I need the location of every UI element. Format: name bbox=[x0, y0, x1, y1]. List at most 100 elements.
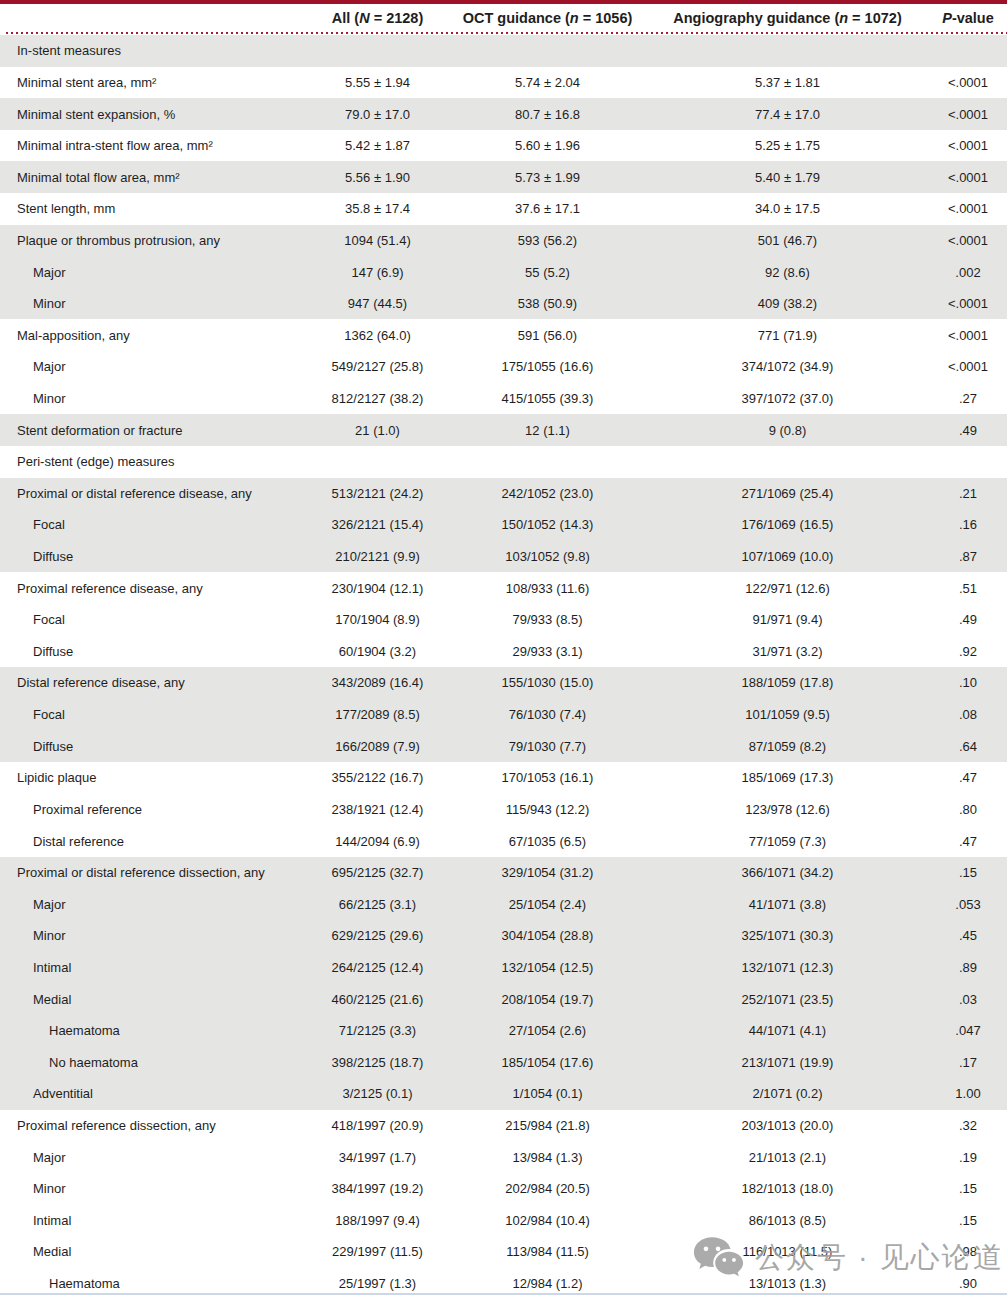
row-label: Minor bbox=[0, 296, 300, 311]
row-label: Haematoma bbox=[0, 1023, 300, 1038]
all-value: 460/2125 (21.6) bbox=[300, 992, 455, 1007]
p-value: .64 bbox=[935, 739, 1007, 754]
oct-value: 113/984 (11.5) bbox=[455, 1244, 640, 1259]
p-value: <.0001 bbox=[935, 201, 1007, 216]
all-value: 1094 (51.4) bbox=[300, 233, 455, 248]
row-label: Major bbox=[0, 1150, 300, 1165]
all-value: 144/2094 (6.9) bbox=[300, 834, 455, 849]
table-row: Haematoma71/2125 (3.3)27/1054 (2.6)44/10… bbox=[0, 1015, 1007, 1047]
row-label: Intimal bbox=[0, 960, 300, 975]
table-row: Major549/2127 (25.8)175/1055 (16.6)374/1… bbox=[0, 351, 1007, 383]
row-label: Diffuse bbox=[0, 549, 300, 564]
oct-value: 170/1053 (16.1) bbox=[455, 770, 640, 785]
oct-value: 415/1055 (39.3) bbox=[455, 391, 640, 406]
oct-value: 132/1054 (12.5) bbox=[455, 960, 640, 975]
table-row: Major66/2125 (3.1)25/1054 (2.4)41/1071 (… bbox=[0, 888, 1007, 920]
row-label: Stent length, mm bbox=[0, 201, 300, 216]
angio-value: 122/971 (12.6) bbox=[640, 581, 935, 596]
angio-value: 107/1069 (10.0) bbox=[640, 549, 935, 564]
row-label: Plaque or thrombus protrusion, any bbox=[0, 233, 300, 248]
all-value: 170/1904 (8.9) bbox=[300, 612, 455, 627]
oct-value: 304/1054 (28.8) bbox=[455, 928, 640, 943]
oct-value: 76/1030 (7.4) bbox=[455, 707, 640, 722]
angio-value: 271/1069 (25.4) bbox=[640, 486, 935, 501]
all-value: 3/2125 (0.1) bbox=[300, 1086, 455, 1101]
table-header-row: All (N = 2128) OCT guidance (n = 1056) A… bbox=[0, 4, 1007, 32]
angio-value: 5.25 ± 1.75 bbox=[640, 138, 935, 153]
angio-value: 34.0 ± 17.5 bbox=[640, 201, 935, 216]
angio-value: 13/1013 (1.3) bbox=[640, 1276, 935, 1291]
row-label: Minor bbox=[0, 1181, 300, 1196]
p-value: .90 bbox=[935, 1276, 1007, 1291]
all-value: 229/1997 (11.5) bbox=[300, 1244, 455, 1259]
row-label: Minimal intra-stent flow area, mm² bbox=[0, 138, 300, 153]
oct-value: 25/1054 (2.4) bbox=[455, 897, 640, 912]
table-row: Stent deformation or fracture21 (1.0)12 … bbox=[0, 414, 1007, 446]
all-value: 25/1997 (1.3) bbox=[300, 1276, 455, 1291]
row-label: Proximal or distal reference disease, an… bbox=[0, 486, 300, 501]
table-body: In-stent measuresMinimal stent area, mm²… bbox=[0, 35, 1007, 1299]
all-value: 513/2121 (24.2) bbox=[300, 486, 455, 501]
oct-value: 593 (56.2) bbox=[455, 233, 640, 248]
header-angio: Angiography guidance (n = 1072) bbox=[640, 10, 935, 26]
row-label: Medial bbox=[0, 992, 300, 1007]
p-value: .87 bbox=[935, 549, 1007, 564]
table-row: Minimal total flow area, mm²5.56 ± 1.905… bbox=[0, 161, 1007, 193]
bottom-edge-white bbox=[0, 1295, 1007, 1299]
p-value: .19 bbox=[935, 1150, 1007, 1165]
all-value: 355/2122 (16.7) bbox=[300, 770, 455, 785]
p-value: .49 bbox=[935, 612, 1007, 627]
all-value: 166/2089 (7.9) bbox=[300, 739, 455, 754]
p-value: <.0001 bbox=[935, 296, 1007, 311]
all-value: 947 (44.5) bbox=[300, 296, 455, 311]
p-value: <.0001 bbox=[935, 107, 1007, 122]
p-value: <.0001 bbox=[935, 170, 1007, 185]
row-label: Intimal bbox=[0, 1213, 300, 1228]
row-label: Adventitial bbox=[0, 1086, 300, 1101]
oct-value: 37.6 ± 17.1 bbox=[455, 201, 640, 216]
row-label: Minimal stent area, mm² bbox=[0, 75, 300, 90]
row-label: Minimal total flow area, mm² bbox=[0, 170, 300, 185]
all-value: 398/2125 (18.7) bbox=[300, 1055, 455, 1070]
p-value: <.0001 bbox=[935, 359, 1007, 374]
angio-value: 41/1071 (3.8) bbox=[640, 897, 935, 912]
oct-value: 67/1035 (6.5) bbox=[455, 834, 640, 849]
p-value: .10 bbox=[935, 675, 1007, 690]
row-label: Focal bbox=[0, 517, 300, 532]
oct-value: 5.74 ± 2.04 bbox=[455, 75, 640, 90]
table-row: Major34/1997 (1.7)13/984 (1.3)21/1013 (2… bbox=[0, 1141, 1007, 1173]
p-value: .15 bbox=[935, 865, 1007, 880]
all-value: 34/1997 (1.7) bbox=[300, 1150, 455, 1165]
table-row: Minimal stent expansion, %79.0 ± 17.080.… bbox=[0, 98, 1007, 130]
oct-value: 242/1052 (23.0) bbox=[455, 486, 640, 501]
table-row: Mal-apposition, any1362 (64.0)591 (56.0)… bbox=[0, 319, 1007, 351]
table-row: Proximal or distal reference disease, an… bbox=[0, 478, 1007, 510]
row-label: Focal bbox=[0, 707, 300, 722]
all-value: 264/2125 (12.4) bbox=[300, 960, 455, 975]
row-label: Proximal reference disease, any bbox=[0, 581, 300, 596]
all-value: 384/1997 (19.2) bbox=[300, 1181, 455, 1196]
p-value: .21 bbox=[935, 486, 1007, 501]
oct-value: 29/933 (3.1) bbox=[455, 644, 640, 659]
all-value: 549/2127 (25.8) bbox=[300, 359, 455, 374]
angio-value: 409 (38.2) bbox=[640, 296, 935, 311]
row-label: Stent deformation or fracture bbox=[0, 423, 300, 438]
p-value: .15 bbox=[935, 1213, 1007, 1228]
p-value: .047 bbox=[935, 1023, 1007, 1038]
table-row: Minimal stent area, mm²5.55 ± 1.945.74 ±… bbox=[0, 67, 1007, 99]
p-value: .15 bbox=[935, 1181, 1007, 1196]
table-row: Diffuse166/2089 (7.9)79/1030 (7.7)87/105… bbox=[0, 730, 1007, 762]
oct-value: 55 (5.2) bbox=[455, 265, 640, 280]
p-value: <.0001 bbox=[935, 75, 1007, 90]
table-row: Medial229/1997 (11.5)113/984 (11.5)116/1… bbox=[0, 1236, 1007, 1268]
oct-value: 79/933 (8.5) bbox=[455, 612, 640, 627]
p-value: <.0001 bbox=[935, 233, 1007, 248]
angio-value: 5.37 ± 1.81 bbox=[640, 75, 935, 90]
angio-value: 87/1059 (8.2) bbox=[640, 739, 935, 754]
all-value: 230/1904 (12.1) bbox=[300, 581, 455, 596]
p-value: .32 bbox=[935, 1118, 1007, 1133]
table-row: Focal170/1904 (8.9)79/933 (8.5)91/971 (9… bbox=[0, 604, 1007, 636]
all-value: 326/2121 (15.4) bbox=[300, 517, 455, 532]
oct-value: 115/943 (12.2) bbox=[455, 802, 640, 817]
table-row: Major147 (6.9)55 (5.2)92 (8.6).002 bbox=[0, 256, 1007, 288]
